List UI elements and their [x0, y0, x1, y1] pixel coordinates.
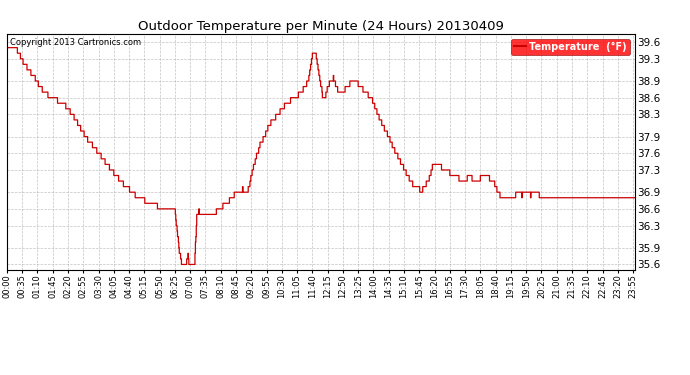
Legend: Temperature  (°F): Temperature (°F)	[511, 39, 630, 54]
Title: Outdoor Temperature per Minute (24 Hours) 20130409: Outdoor Temperature per Minute (24 Hours…	[138, 20, 504, 33]
Text: Copyright 2013 Cartronics.com: Copyright 2013 Cartronics.com	[10, 39, 141, 48]
